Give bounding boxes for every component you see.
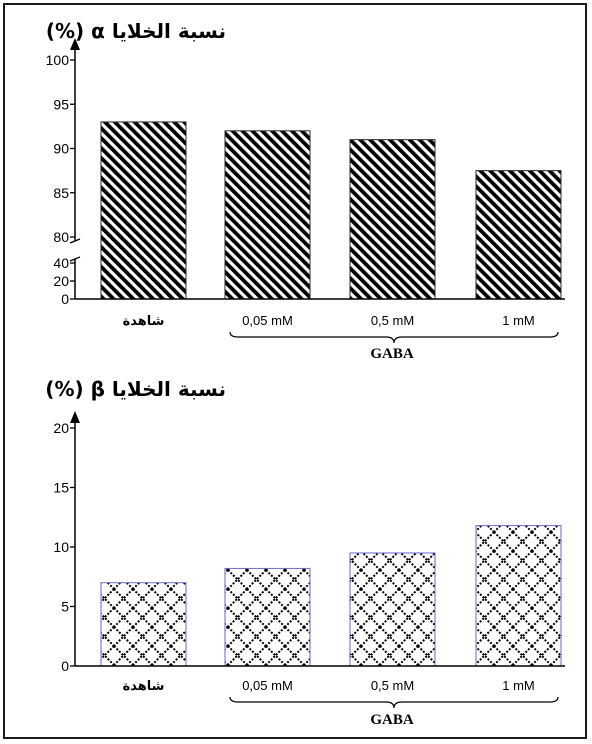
y-tick-label: 0 [61, 291, 69, 307]
group-label: GABA [370, 346, 414, 362]
category-label: 0,05 mM [242, 678, 293, 693]
axis-break-mark [69, 238, 81, 244]
y-axis-arrow [70, 411, 80, 423]
y-axis-arrow [70, 38, 80, 50]
category-label: 0,05 mM [242, 313, 293, 328]
bar [224, 567, 311, 667]
chart-title: نسبة الخلايا α (%) [46, 19, 226, 43]
figure-frame [3, 3, 587, 739]
y-tick-label: 85 [53, 185, 69, 201]
y-tick-label: 0 [61, 658, 69, 674]
gaba-brace [229, 696, 559, 709]
y-tick-label: 100 [46, 52, 70, 68]
category-label: 1 mM [502, 678, 535, 693]
y-tick-label: 20 [53, 273, 69, 289]
category-label: شاهدة [123, 314, 165, 329]
y-tick-label: 20 [53, 420, 69, 436]
bar [475, 170, 562, 300]
alpha-cells-chart: نسبة الخلايا α (%) 80 85 90 95 100 0 20 40 شاهدة 0… [46, 19, 565, 362]
group-label: GABA [370, 712, 414, 728]
chart-title: نسبة الخلايا β (%) [45, 377, 226, 401]
category-label: 0,5 mM [371, 313, 414, 328]
gaba-brace [229, 331, 559, 344]
bar [349, 552, 436, 667]
bar [475, 525, 562, 667]
beta-cells-chart: نسبة الخلايا β (%) 0 5 10 15 20 شاهدة 0,05 mM 0,… [45, 377, 565, 728]
y-tick-label: 15 [53, 480, 69, 496]
category-label: شاهدة [123, 679, 165, 694]
y-tick-label: 40 [53, 255, 69, 271]
bar [100, 582, 187, 667]
y-tick-label: 95 [53, 96, 69, 112]
y-tick-label: 90 [53, 141, 69, 157]
y-tick-label: 5 [61, 599, 69, 615]
category-label: 0,5 mM [371, 678, 414, 693]
y-tick-label: 10 [53, 539, 69, 555]
y-tick-label: 80 [53, 229, 69, 245]
category-label: 1 mM [502, 313, 535, 328]
bar [349, 139, 436, 300]
axis-break-mark [69, 256, 81, 262]
bar [100, 121, 187, 300]
bar [224, 130, 311, 300]
